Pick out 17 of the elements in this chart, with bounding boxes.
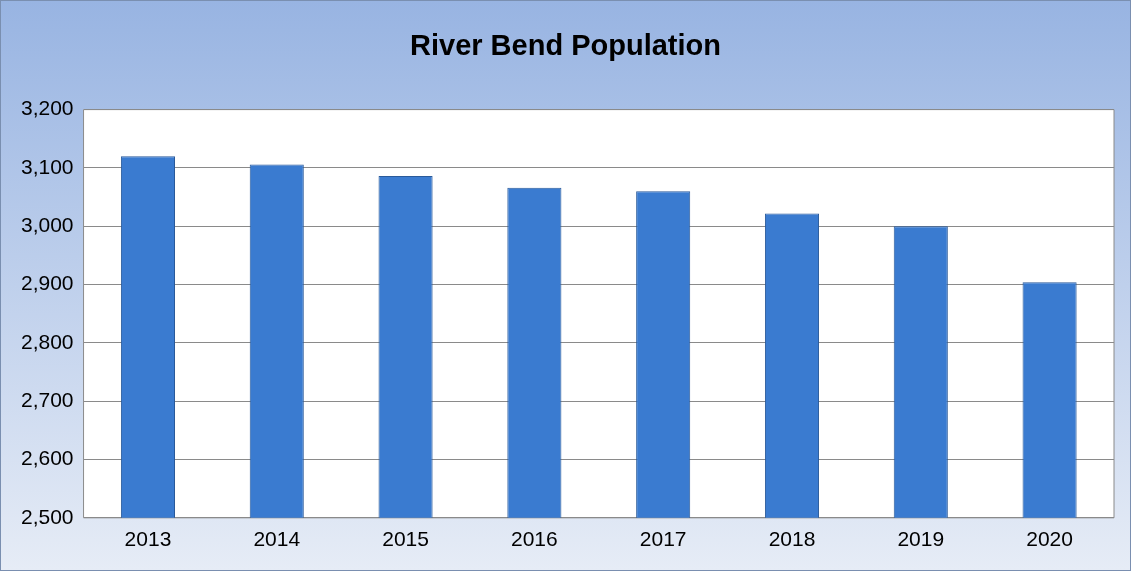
y-tick-label: 3,000 [20, 213, 74, 237]
x-tick-label: 2013 [124, 527, 172, 551]
x-tick-label: 2018 [768, 527, 816, 551]
y-tick-label: 2,800 [20, 329, 74, 353]
y-tick-label: 2,600 [20, 446, 74, 470]
x-tick-label: 2016 [511, 527, 558, 551]
x-tick-label: 2015 [382, 527, 429, 551]
y-tick-label: 3,100 [20, 154, 74, 178]
y-tick-label: 2,700 [20, 387, 74, 411]
x-tick-label: 2017 [639, 527, 687, 551]
x-tick-label: 2019 [897, 527, 945, 551]
y-tick-label: 2,900 [20, 271, 74, 295]
x-tick-label: 2020 [1026, 527, 1073, 551]
x-tick-label: 2014 [253, 527, 301, 551]
y-tick-label: 2,500 [20, 504, 74, 528]
y-tick-label: 3,200 [20, 96, 74, 120]
chart-title: River Bend Population [409, 29, 722, 62]
